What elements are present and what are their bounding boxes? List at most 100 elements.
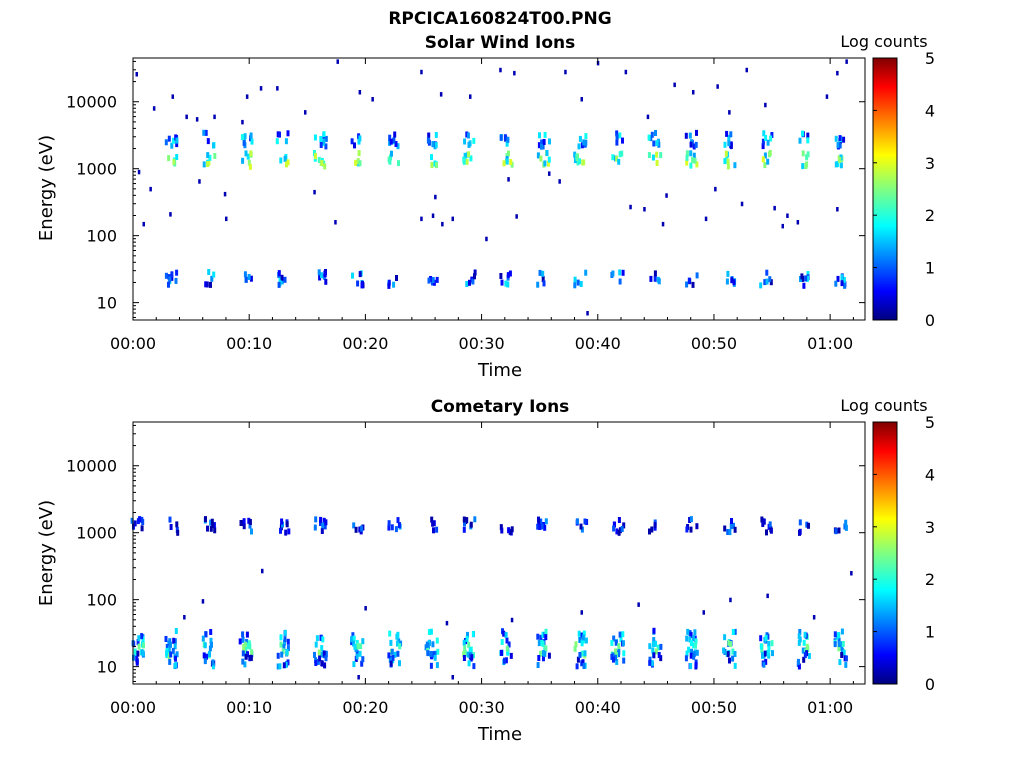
data-pixel [579,281,583,287]
data-pixel [324,143,328,150]
data-point [740,201,744,207]
data-pixel [314,153,317,160]
data-pixel [806,271,810,278]
data-pixel [647,152,651,159]
data-pixel [579,523,583,530]
data-pixel [578,636,582,643]
data-pixel [435,662,439,669]
data-pixel [620,526,624,532]
data-pixel [175,141,179,148]
panel-solar-wind: Solar Wind Ions Energy (eV) Time Log cou… [36,32,935,381]
data-pixel [358,160,362,167]
data-pixel [429,651,433,657]
data-pixel [584,139,588,146]
data-pixel [462,651,466,658]
data-pixel [506,136,510,143]
data-pixel [651,647,655,654]
data-pixel [576,279,580,286]
colorbar-tick-label: 5 [925,413,935,432]
data-pixel [353,643,357,650]
y-tick-label: 10 [97,294,117,313]
data-pixel [168,658,172,665]
data-pixel [732,279,736,286]
data-pixel [358,650,362,657]
data-point [142,221,145,227]
data-pixel [837,632,841,639]
data-pixel [435,526,439,533]
data-point [629,204,632,210]
y-ticks: 10 100 1000 10000 [66,424,865,682]
data-pixel [248,163,252,170]
data-pixel [731,648,735,655]
data-point [836,70,839,76]
data-pixel [840,274,844,281]
data-pixel [396,631,400,638]
data-pixel [241,650,245,657]
data-pixel [615,155,619,162]
data-pixel [242,523,246,530]
data-pixel [508,270,512,277]
data-pixel [837,637,841,644]
data-pixel [469,155,473,162]
x-axis-label: Time [477,724,522,745]
data-pixel [283,629,287,636]
data-pixel [838,659,842,666]
data-point [183,615,186,620]
data-pixel [170,142,174,149]
data-pixel [659,152,663,159]
data-pixel [584,637,588,644]
data-pixel [248,643,252,650]
data-pixel [539,518,543,525]
data-pixel [466,651,470,658]
data-point [786,213,789,218]
data-pixel [688,132,692,139]
data-pixel [685,154,689,161]
data-pixel [170,271,174,278]
data-pixel [612,525,616,532]
data-pixel [762,661,766,668]
data-pixel [685,526,689,533]
data-pixel [581,634,585,641]
data-pixel [505,140,509,147]
data-pixel [171,647,175,654]
data-pixel [361,638,365,645]
data-pixel [429,628,433,635]
data-pixel [313,150,316,156]
data-pixel [210,275,214,282]
data-pixel [539,650,543,657]
data-pixel [172,637,176,644]
data-pixel [432,527,435,534]
data-pixel [390,648,394,655]
data-pixel [463,152,467,159]
data-pixel [580,650,584,657]
data-point [515,214,518,219]
data-pixel [250,649,254,656]
data-pixel [539,155,543,162]
data-pixel [277,281,281,288]
data-pixel [283,155,287,162]
data-pixel [761,156,765,163]
plot-frame [132,57,866,321]
data-pixel [583,650,587,657]
data-point [714,186,717,192]
data-pixel [659,655,663,662]
data-point [773,205,776,211]
data-pixel [840,280,844,287]
colorbar-label: Log counts [840,32,927,51]
data-pixel [471,631,475,638]
data-pixel [613,521,616,528]
data-pixel [765,269,769,276]
data-pixel [315,635,319,642]
data-pixel [323,271,327,278]
data-pixel [462,516,466,523]
data-pixel [542,139,546,145]
data-pixel [462,655,466,661]
data-pixel [141,650,145,657]
data-pixel [507,641,511,648]
data-pixel [619,636,623,643]
data-point [420,69,423,75]
data-pixel [689,516,693,523]
data-pixel [763,650,767,657]
data-point [510,617,514,623]
colorbar-tick-label: 5 [925,49,935,68]
